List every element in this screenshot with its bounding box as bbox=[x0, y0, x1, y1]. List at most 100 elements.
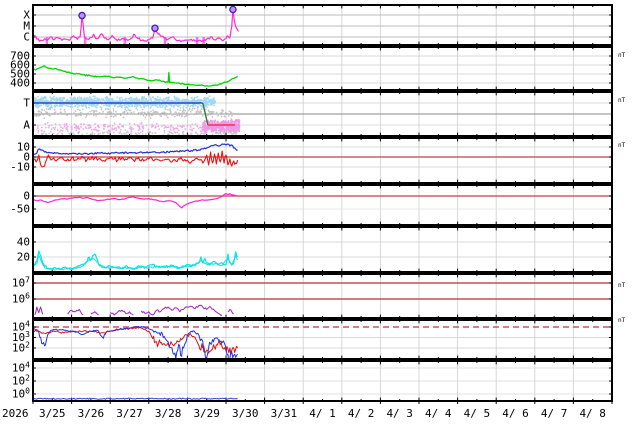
sector-line-transition bbox=[202, 102, 209, 126]
sector-toward-scatter-dot bbox=[138, 99, 140, 101]
sector-toward-scatter-dot bbox=[178, 105, 181, 107]
sector-gray-upper-scatter-dot bbox=[160, 115, 163, 118]
sector-gray-upper-scatter-dot bbox=[217, 114, 219, 117]
y-axis-label: 0 bbox=[23, 151, 30, 164]
sector-gray-upper-scatter-dot bbox=[231, 112, 234, 115]
sector-away-scatter-dot bbox=[60, 126, 62, 129]
sector-away-scatter-dot bbox=[167, 126, 170, 129]
sector-gray-upper-scatter-dot bbox=[59, 112, 62, 115]
sector-toward-scatter-dot bbox=[159, 97, 162, 99]
sector-toward-scatter-dot bbox=[203, 96, 206, 99]
sector-toward-scatter-dot bbox=[212, 101, 215, 104]
sector-toward-scatter-dot bbox=[208, 99, 211, 102]
sector-gray-upper-scatter-dot bbox=[133, 111, 135, 113]
x-axis-date-label: 3/28 bbox=[155, 407, 182, 420]
sector-gray-upper-scatter-dot bbox=[71, 113, 74, 116]
sector-gray-low-scatter-dot bbox=[215, 132, 217, 135]
sector-toward-scatter-dot bbox=[133, 103, 136, 106]
sector-away-scatter-dot bbox=[176, 127, 179, 130]
sector-gray-upper-scatter-dot bbox=[107, 108, 110, 111]
sector-toward-scatter-dot bbox=[90, 98, 92, 100]
sector-away-scatter-dot bbox=[48, 124, 51, 127]
sector-toward-scatter-dot bbox=[133, 99, 136, 102]
sector-toward-scatter-dot bbox=[44, 95, 46, 98]
sector-gray-upper-scatter-dot bbox=[105, 113, 107, 116]
sector-toward-scatter-dot bbox=[136, 98, 139, 101]
sector-gray-low-scatter-dot bbox=[57, 132, 59, 135]
sector-gray-low-scatter-dot bbox=[92, 133, 94, 135]
sector-toward-scatter-dot bbox=[42, 103, 45, 106]
sector-gray-upper-scatter-dot bbox=[165, 112, 168, 115]
sector-toward-scatter-dot bbox=[187, 105, 190, 107]
sector-toward-scatter-dot bbox=[211, 103, 213, 106]
x-axis-date-label: 3/29 bbox=[193, 407, 220, 420]
sector-away-scatter-dot bbox=[142, 125, 145, 128]
sector-toward-scatter-dot bbox=[135, 98, 137, 101]
sector-gray-upper-scatter-dot bbox=[227, 115, 230, 117]
sector-toward-scatter-dot bbox=[93, 98, 95, 101]
panel-goes-xray-flux bbox=[33, 5, 612, 45]
sector-toward-scatter-dot bbox=[63, 103, 66, 106]
sector-away-scatter-dot bbox=[47, 126, 50, 129]
sector-toward-scatter-dot bbox=[49, 103, 51, 106]
sector-toward-scatter-dot bbox=[150, 97, 152, 100]
sector-away-scatter-dot bbox=[186, 125, 189, 127]
sector-away-scatter-dot bbox=[111, 125, 114, 127]
sector-gray-low-scatter-dot bbox=[138, 133, 141, 135]
sector-toward-scatter-dot bbox=[192, 103, 195, 106]
sector-gray-upper-scatter-dot bbox=[180, 112, 183, 115]
sector-away-scatter-dot bbox=[150, 126, 153, 128]
sector-toward-scatter-dot bbox=[145, 104, 147, 107]
sector-away-dense-scatter-dot bbox=[216, 122, 219, 125]
sector-gray-upper-scatter-dot bbox=[170, 112, 172, 115]
sector-toward-scatter-dot bbox=[85, 99, 87, 101]
sector-away-scatter-dot bbox=[87, 124, 89, 127]
sector-toward-scatter-dot bbox=[213, 100, 216, 103]
sector-gray-low-scatter-dot bbox=[167, 133, 170, 135]
sector-toward-scatter-dot bbox=[55, 98, 58, 100]
flare-peak-markers bbox=[78, 11, 86, 20]
sector-away-scatter-dot bbox=[181, 124, 184, 127]
sector-toward-scatter-dot bbox=[164, 106, 167, 109]
sector-gray-low-scatter-dot bbox=[120, 133, 123, 135]
sector-away-dense-scatter-dot bbox=[228, 122, 231, 125]
sector-gray-upper-scatter-dot bbox=[200, 108, 203, 111]
sector-toward-scatter-dot bbox=[140, 98, 143, 101]
sector-gray-upper-scatter-dot bbox=[109, 110, 112, 113]
sector-gray-upper-scatter-dot bbox=[74, 110, 77, 112]
sector-away-dense-scatter-dot bbox=[236, 129, 239, 131]
sector-gray-upper-scatter-dot bbox=[163, 111, 165, 114]
sector-away-dense-scatter-dot bbox=[212, 130, 215, 133]
sector-away-scatter-dot bbox=[87, 127, 90, 130]
sector-away-scatter-dot bbox=[56, 129, 59, 131]
sector-gray-low-scatter-dot bbox=[149, 131, 152, 134]
sector-gray-upper-scatter-dot bbox=[155, 111, 158, 113]
sector-toward-scatter-dot bbox=[88, 96, 91, 98]
sector-gray-upper-scatter-dot bbox=[183, 111, 186, 114]
sector-away-scatter-dot bbox=[122, 125, 124, 127]
sector-gray-low-scatter-dot bbox=[72, 132, 75, 134]
sector-away-dense-scatter-dot bbox=[213, 127, 216, 130]
sector-away-scatter-dot bbox=[170, 129, 172, 131]
sector-gray-upper-scatter-dot bbox=[38, 114, 40, 117]
sector-gray-upper-scatter-dot bbox=[193, 107, 196, 110]
sector-toward-scatter-dot bbox=[61, 98, 64, 101]
sector-gray-upper-scatter-dot bbox=[202, 113, 204, 116]
sector-toward-scatter-dot bbox=[182, 105, 185, 107]
sector-away-scatter-dot bbox=[120, 125, 123, 127]
sector-toward-scatter-dot bbox=[178, 98, 181, 101]
sector-gray-upper-scatter-dot bbox=[169, 111, 172, 114]
sector-away-dense-scatter-dot bbox=[224, 120, 227, 123]
sector-gray-low-scatter-dot bbox=[200, 131, 203, 133]
sector-toward-scatter-dot bbox=[147, 103, 149, 106]
sector-gray-low-scatter-dot bbox=[61, 133, 63, 135]
sector-gray-upper-scatter-dot bbox=[200, 111, 203, 113]
sector-toward-scatter-dot bbox=[193, 98, 196, 101]
sector-toward-scatter-dot bbox=[106, 104, 109, 107]
sector-toward-scatter-dot bbox=[125, 106, 128, 108]
sector-toward-scatter-dot bbox=[135, 107, 138, 109]
sector-gray-low-scatter-dot bbox=[223, 133, 226, 135]
sector-away-dense-scatter-dot bbox=[207, 125, 210, 128]
sector-toward-scatter-dot bbox=[183, 98, 185, 101]
